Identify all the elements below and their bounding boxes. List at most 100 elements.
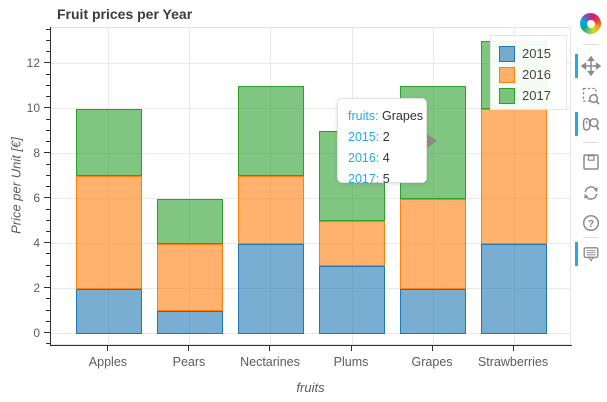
y-tick — [44, 152, 50, 154]
y-tick-label: 10 — [26, 100, 40, 115]
bar-Apples-2015[interactable] — [75, 288, 143, 334]
y-minor-tick — [46, 73, 50, 75]
y-minor-tick — [46, 231, 50, 232]
reset-icon — [584, 186, 598, 200]
x-tick — [512, 345, 514, 351]
svg-text:?: ? — [588, 218, 594, 230]
bar-Nectarines-2017[interactable] — [237, 86, 305, 177]
hover-tooltip: fruits: Grapes 2015: 2 2016: 4 2017: 5 — [337, 98, 427, 186]
box-zoom-icon — [582, 87, 600, 105]
y-tick-label: 0 — [33, 325, 40, 340]
legend-label: 2016 — [522, 67, 551, 82]
tool-wheel-zoom[interactable] — [574, 111, 603, 137]
bar-Plums-2015[interactable] — [318, 266, 386, 334]
pan-icon — [581, 56, 601, 76]
y-minor-tick — [46, 163, 50, 165]
bar-Grapes-2016[interactable] — [399, 198, 467, 289]
y-tick — [44, 107, 50, 109]
y-minor-tick — [46, 208, 50, 210]
legend-item-2016: 2016 — [499, 64, 566, 85]
bar-Nectarines-2016[interactable] — [237, 176, 305, 244]
bar-Apples-2017[interactable] — [75, 108, 143, 177]
x-tick — [107, 345, 109, 351]
x-axis-line — [50, 345, 572, 346]
x-tick-label: Nectarines — [240, 355, 300, 369]
toolbar-separator — [583, 237, 598, 238]
y-minor-tick — [46, 51, 50, 53]
y-minor-tick — [46, 298, 50, 300]
x-axis-label: fruits — [296, 380, 325, 395]
y-gridline — [51, 333, 570, 335]
y-minor-tick — [46, 275, 50, 277]
hover-icon — [583, 247, 599, 262]
y-minor-tick — [46, 141, 50, 143]
x-gridline — [189, 28, 191, 344]
y-minor-tick — [46, 174, 50, 176]
chart-title: Fruit prices per Year — [57, 6, 193, 22]
y-gridline — [51, 198, 570, 200]
y-tick-label: 6 — [33, 190, 40, 205]
tool-help[interactable]: ? — [579, 210, 603, 236]
bar-Nectarines-2015[interactable] — [237, 243, 305, 334]
tool-save[interactable] — [579, 149, 603, 175]
tool-box-zoom[interactable] — [579, 83, 603, 109]
bar-Grapes-2015[interactable] — [399, 288, 467, 334]
y-minor-tick — [46, 39, 50, 41]
y-minor-tick — [46, 219, 50, 221]
bar-Pears-2016[interactable] — [156, 243, 224, 312]
y-minor-tick — [46, 28, 50, 30]
bar-Pears-2015[interactable] — [156, 311, 224, 334]
bar-Plums-2016[interactable] — [318, 221, 386, 267]
toolbar-separator — [583, 44, 598, 45]
bar-Strawberries-2015[interactable] — [480, 243, 548, 334]
x-tick-label: Grapes — [411, 355, 453, 369]
toolbar: ? — [574, 0, 607, 402]
y-tick — [44, 242, 50, 244]
tool-hover[interactable] — [574, 241, 603, 267]
legend-swatch-2016 — [499, 66, 515, 83]
tool-reset[interactable] — [579, 180, 603, 206]
y-minor-tick — [46, 253, 50, 255]
help-icon: ? — [582, 214, 600, 232]
x-tick-label: Strawberries — [477, 355, 549, 369]
y-tick — [44, 287, 50, 289]
legend: 2015 2016 2017 — [490, 35, 567, 110]
x-tick — [188, 345, 190, 351]
bar-Apples-2016[interactable] — [75, 176, 143, 289]
tooltip-arrow — [427, 134, 437, 148]
y-minor-tick — [46, 320, 50, 322]
y-minor-tick — [46, 84, 50, 86]
y-tick — [44, 197, 50, 199]
legend-swatch-2015 — [499, 45, 515, 62]
y-gridline — [51, 243, 570, 245]
y-tick-label: 2 — [33, 280, 40, 295]
bar-Strawberries-2016[interactable] — [480, 108, 548, 244]
bokeh-logo[interactable] — [580, 13, 601, 34]
y-tick-label: 12 — [26, 55, 40, 70]
toolbar-separator — [583, 142, 598, 143]
x-tick-label: Plums — [333, 355, 369, 369]
y-gridline — [51, 288, 570, 290]
tooltip-row: 2017: 5 — [348, 172, 390, 186]
tool-pan[interactable] — [574, 53, 603, 79]
tooltip-row: 2015: 2 — [348, 130, 390, 144]
x-tick-label: Pears — [172, 355, 206, 369]
x-tick — [350, 345, 352, 351]
y-tick-label: 8 — [33, 145, 40, 160]
legend-label: 2015 — [522, 46, 551, 61]
bar-Pears-2017[interactable] — [156, 198, 224, 244]
y-axis-line — [50, 27, 51, 346]
y-minor-tick — [46, 96, 50, 98]
y-tick — [44, 62, 50, 64]
save-icon — [583, 154, 599, 170]
legend-item-2017: 2017 — [499, 85, 566, 106]
y-minor-tick — [46, 118, 50, 120]
y-gridline — [51, 108, 570, 110]
legend-label: 2017 — [522, 88, 551, 103]
y-tick — [44, 332, 50, 334]
y-minor-tick — [46, 343, 50, 345]
plot-area[interactable] — [50, 27, 571, 345]
legend-swatch-2017 — [499, 87, 515, 104]
wheel-zoom-icon — [582, 117, 600, 131]
